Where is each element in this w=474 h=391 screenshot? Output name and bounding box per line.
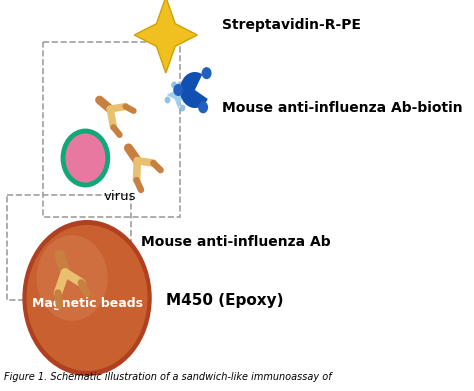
Circle shape xyxy=(198,101,208,113)
Text: Mouse anti-influenza Ab: Mouse anti-influenza Ab xyxy=(141,235,330,249)
Circle shape xyxy=(22,220,152,376)
Circle shape xyxy=(27,225,147,371)
Polygon shape xyxy=(167,81,190,109)
Text: Streptavidin-R-PE: Streptavidin-R-PE xyxy=(222,18,361,32)
Circle shape xyxy=(63,131,108,185)
Circle shape xyxy=(36,235,108,321)
Circle shape xyxy=(164,97,170,104)
Polygon shape xyxy=(134,0,197,73)
Circle shape xyxy=(180,104,185,111)
Wedge shape xyxy=(180,72,208,108)
Text: Figure 1. Schematic illustration of a sandwich-like immunoassay of: Figure 1. Schematic illustration of a sa… xyxy=(4,372,332,382)
Circle shape xyxy=(173,84,183,96)
Text: M450 (Epoxy): M450 (Epoxy) xyxy=(166,292,283,307)
Text: Magnetic beads: Magnetic beads xyxy=(32,296,143,310)
Circle shape xyxy=(201,67,211,79)
Text: Mouse anti-influenza Ab-biotin: Mouse anti-influenza Ab-biotin xyxy=(222,101,463,115)
Circle shape xyxy=(171,81,177,88)
Bar xyxy=(7,195,131,300)
Text: virus: virus xyxy=(104,190,136,203)
Bar xyxy=(43,42,180,217)
